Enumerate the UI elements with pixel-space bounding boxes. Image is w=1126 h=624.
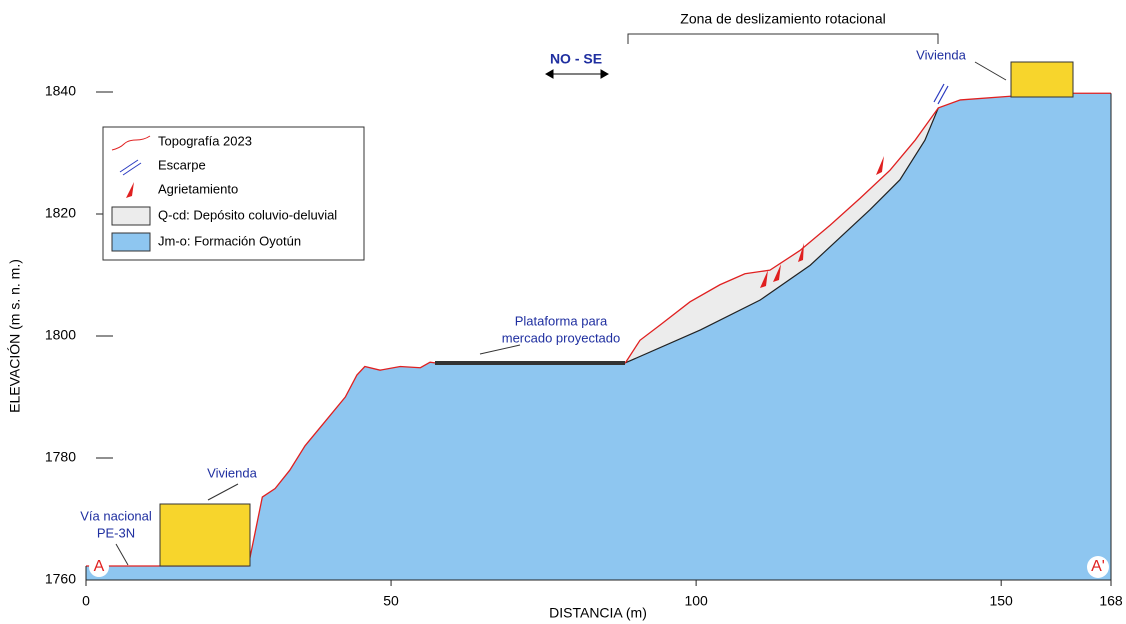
escarpment — [934, 84, 948, 104]
legend-swatch — [112, 207, 150, 225]
y-axis-label: ELEVACIÓN (m s. n. m.) — [7, 259, 23, 413]
x-tick-label: 150 — [989, 593, 1013, 609]
platform — [435, 361, 625, 365]
chart: 0 50 100 150 168 1760 1780 1800 1820 1840 Zona de… — [0, 0, 1126, 624]
y-tick-label: 1840 — [45, 83, 76, 99]
annotation: mercado proyectado — [502, 330, 621, 345]
x-tick-label: 100 — [684, 593, 708, 609]
legend-label: Escarpe — [158, 157, 206, 172]
legend-label: Topografía 2023 — [158, 133, 252, 148]
section-label: A — [94, 558, 105, 575]
legend-label: Jm-o: Formación Oyotún — [158, 233, 301, 248]
house — [160, 504, 250, 566]
annotation: Plataforma para — [515, 313, 608, 328]
leader — [975, 62, 1006, 80]
y-tick-label: 1780 — [45, 449, 76, 465]
house — [1011, 62, 1073, 97]
legend-label: Agrietamiento — [158, 181, 238, 196]
x-tick-label: 50 — [383, 593, 399, 609]
annotation: NO - SE — [550, 51, 602, 67]
x-tick-label: 168 — [1099, 593, 1123, 609]
annotation: Vivienda — [207, 465, 257, 480]
legend-label: Q-cd: Depósito coluvio-deluvial — [158, 207, 337, 222]
legend: Topografía 2023 Escarpe Agrietamiento Q-… — [103, 127, 364, 260]
leader — [208, 484, 238, 500]
leader — [116, 544, 128, 565]
annotation: Vivienda — [916, 47, 966, 62]
annotation: PE-3N — [97, 525, 135, 540]
leader — [480, 345, 520, 354]
section-label: A' — [1091, 558, 1105, 575]
x-axis-label: DISTANCIA (m) — [549, 605, 647, 621]
page: {"chart_data": {"type": "profile", "xlab… — [0, 0, 1126, 624]
y-tick-label: 1820 — [45, 205, 76, 221]
y-tick-label: 1800 — [45, 327, 76, 343]
bracket — [628, 34, 938, 44]
y-tick-label: 1760 — [45, 571, 76, 587]
annotation: Vía nacional — [80, 508, 152, 523]
x-tick-label: 0 — [82, 593, 90, 609]
direction-arrow — [546, 70, 608, 78]
annotation: Zona de deslizamiento rotacional — [680, 11, 885, 27]
legend-swatch — [112, 233, 150, 251]
